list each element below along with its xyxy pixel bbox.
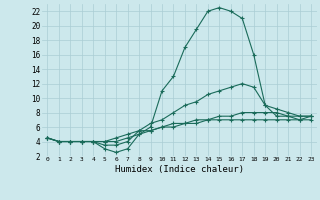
X-axis label: Humidex (Indice chaleur): Humidex (Indice chaleur): [115, 165, 244, 174]
